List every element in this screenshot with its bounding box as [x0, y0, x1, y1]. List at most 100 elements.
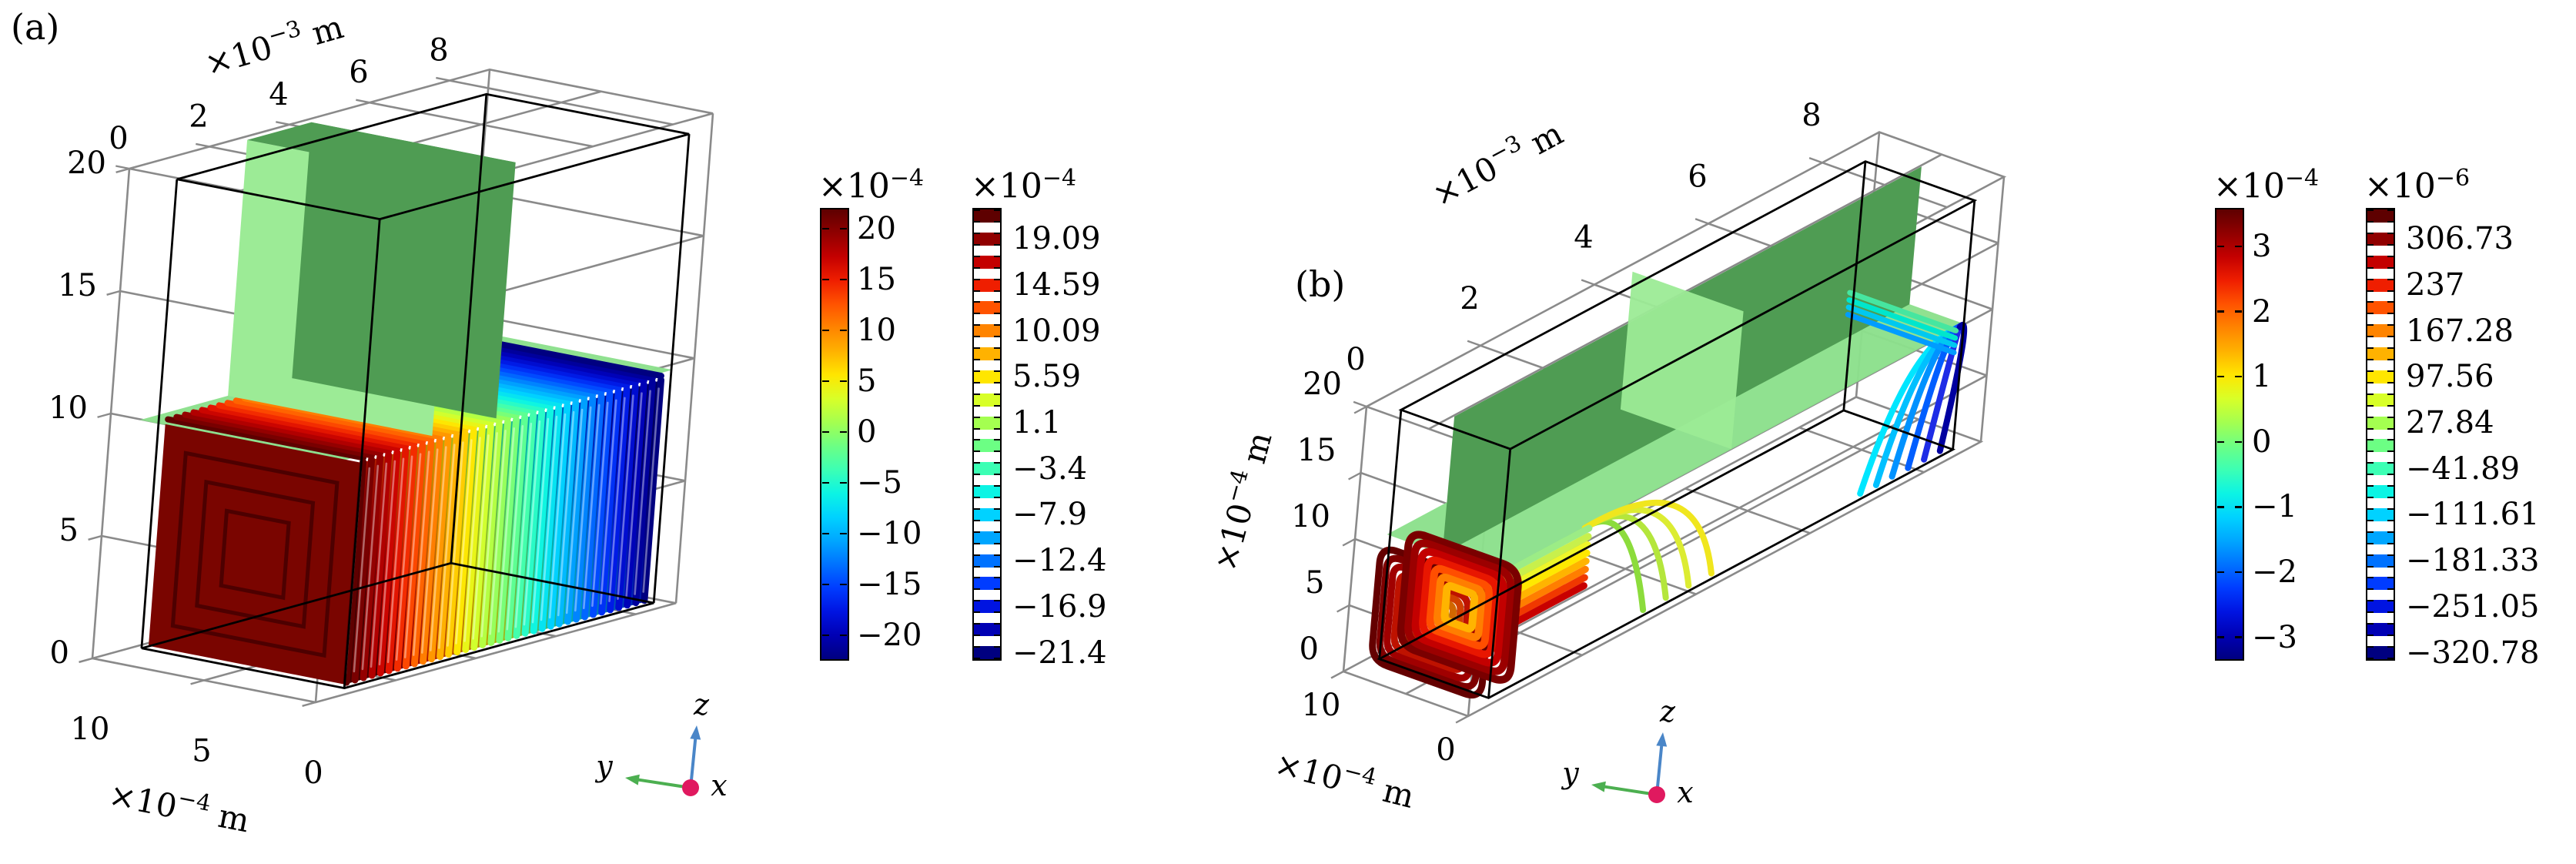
colorbar-b-continuous: [2215, 208, 2244, 661]
cb-color-band: [974, 255, 1000, 269]
colorbar-level-label: −181.33: [2406, 543, 2540, 579]
cb-band-tick: [994, 519, 1000, 521]
cb-color-band: [2367, 301, 2394, 315]
cb-color-band: [974, 485, 1000, 499]
cb-band-tick: [974, 232, 980, 234]
contour-tube-highlight: [438, 444, 456, 649]
contour-tube-highlight: [353, 467, 371, 673]
cb-band-tick: [994, 209, 1000, 211]
cb-band-tick: [994, 635, 1000, 637]
cb-color-band: [2367, 347, 2394, 361]
cb-color-band: [2367, 209, 2394, 223]
contour-tube-highlight: [634, 390, 651, 595]
contour-tube-highlight: [574, 406, 592, 612]
domain-edge: [1842, 161, 1867, 411]
z-axis-letter: z: [1659, 695, 1676, 728]
contour-tube-highlight: [514, 422, 533, 628]
panel-a-label: (a): [11, 6, 60, 48]
cb-band-tick: [2367, 497, 2374, 499]
cb-band-tick: [974, 658, 980, 659]
field-loop: [1434, 573, 1486, 641]
cb-band-tick: [994, 474, 1000, 476]
x-tick: [1694, 218, 1709, 225]
cb-band-tick: [994, 565, 1000, 568]
panel-b-content: [1369, 166, 1968, 699]
colorbar-level-label: 97.56: [2406, 359, 2494, 395]
cb-band-tick: [2367, 301, 2374, 303]
contour-tube-highlight: [455, 439, 473, 645]
cb-color-band: [2367, 278, 2394, 292]
cb-color-band: [974, 600, 1000, 614]
cb-band-tick: [2387, 255, 2394, 257]
cb-band-tick: [994, 646, 1000, 648]
axis-tick-label: 0: [303, 755, 323, 791]
cb-band-tick: [974, 554, 980, 556]
cb-color-band: [2367, 416, 2394, 430]
colorbar-tick-label: −1: [2252, 489, 2297, 525]
cb-band-tick: [2367, 347, 2374, 350]
cb-band-tick: [994, 577, 1000, 579]
cb-band-tick: [994, 290, 1000, 292]
cb-band-tick: [974, 370, 980, 372]
colorbar-level-label: −111.61: [2406, 497, 2540, 533]
contour-tube-highlight: [412, 450, 430, 656]
contour-tube-front: [437, 432, 460, 661]
contour-tube-front: [420, 437, 443, 665]
colorbar-b-continuous-exponent: ×10−4: [2213, 165, 2320, 206]
domain-edge: [343, 219, 381, 688]
cb-color-band: [974, 531, 1000, 544]
cb-color-band: [974, 416, 1000, 430]
cb-band-tick: [994, 450, 1000, 453]
cb-band-tick: [994, 497, 1000, 499]
cb-band-tick: [2367, 462, 2374, 464]
x-tick: [276, 121, 290, 126]
contour-tube-front: [496, 416, 520, 644]
cb-band-tick: [2367, 507, 2374, 510]
cb-band-tick: [2387, 450, 2394, 453]
cb-band-tick: [2367, 370, 2374, 372]
cb-tick-mark: [2217, 571, 2224, 574]
cb-color-band: [974, 623, 1000, 637]
cb-band-tick: [994, 507, 1000, 510]
contour-tube-front: [462, 425, 486, 653]
cb-band-tick: [2387, 635, 2394, 637]
axis-tick-label: 20: [1303, 367, 1342, 402]
cb-band-tick: [994, 347, 1000, 350]
colorbar-tick-label: 10: [857, 313, 896, 349]
cb-band-tick: [974, 577, 980, 579]
axis-tick-label: 2: [189, 99, 208, 134]
cb-color-band: [974, 301, 1000, 315]
cb-band-tick: [2387, 347, 2394, 350]
colorbar-level-label: 14.59: [1012, 267, 1101, 303]
nested-loop-outline: [195, 479, 316, 629]
cb-band-tick: [2387, 404, 2394, 407]
cb-band-tick: [2387, 542, 2394, 544]
cb-band-tick: [974, 462, 980, 464]
cb-tick-mark: [822, 583, 829, 586]
cb-band-tick: [2367, 439, 2374, 441]
contour-tube-front: [385, 447, 410, 675]
cb-tick-mark: [822, 430, 829, 434]
axis-tick-label: 10: [71, 712, 110, 747]
colorbar-level-label: −3.4: [1012, 450, 1088, 487]
cb-band-tick: [2367, 221, 2374, 223]
axis-tick-label: 8: [1802, 98, 1821, 133]
cb-band-tick: [2367, 266, 2374, 269]
cb-band-tick: [974, 439, 980, 441]
y-tick: [190, 679, 205, 685]
domain-box-black: [140, 92, 691, 690]
cb-band-tick: [2367, 313, 2374, 315]
colorbar-tick-label: −10: [857, 516, 922, 552]
cb-band-tick: [994, 266, 1000, 269]
cb-band-tick: [2387, 531, 2394, 533]
contour-tube-highlight: [480, 432, 498, 638]
cb-band-tick: [2387, 658, 2394, 659]
cb-color-band: [2367, 623, 2394, 637]
cb-band-tick: [994, 370, 1000, 372]
colorbar-b-discrete-exponent: ×10−6: [2364, 165, 2471, 206]
x-tick: [1808, 156, 1823, 164]
field-loop: [1419, 556, 1500, 658]
cb-band-tick: [994, 658, 1000, 659]
colorbar-a-discrete-exponent: ×10−4: [971, 165, 1077, 206]
y-axis-arrow: [1600, 784, 1658, 796]
